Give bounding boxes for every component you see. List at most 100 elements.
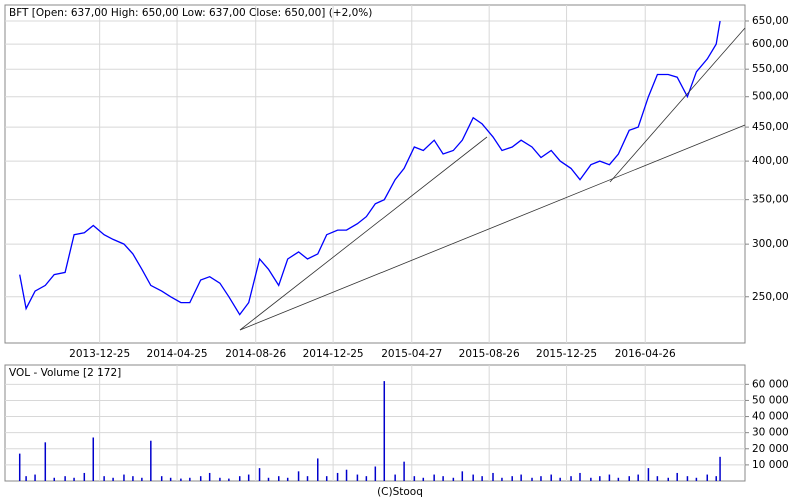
volume-bar <box>617 477 620 481</box>
volume-bar <box>394 474 396 481</box>
volume-bar <box>286 477 289 481</box>
volume-bar <box>189 477 191 481</box>
volume-bar <box>64 476 66 481</box>
volume-bar <box>306 476 309 481</box>
volume-bar <box>112 477 114 481</box>
volume-bar <box>73 477 75 481</box>
volume-bar <box>715 476 717 481</box>
volume-bar <box>44 442 47 481</box>
volume-bar <box>667 477 669 481</box>
volume-bar <box>719 456 721 481</box>
y-tick-label: 50 000 <box>752 394 789 406</box>
volume-bar <box>317 458 319 481</box>
y-tick-label: 300,00 <box>752 238 789 250</box>
y-tick-label: 500,00 <box>752 91 789 103</box>
volume-bar <box>579 472 581 481</box>
volume-bar <box>258 468 261 481</box>
volume-bar <box>550 474 552 481</box>
price-line <box>19 20 721 316</box>
volume-bar <box>452 477 455 481</box>
y-tick-label: 650,00 <box>752 15 789 27</box>
volume-bar <box>132 476 134 481</box>
x-tick-label: 2014-08-26 <box>225 348 286 360</box>
volume-bar <box>53 477 55 481</box>
volume-bar <box>461 471 464 481</box>
volume-bar <box>403 461 405 481</box>
y-tick-label: 30 000 <box>752 427 789 439</box>
volume-bar <box>336 472 339 481</box>
volume-bar <box>34 474 36 481</box>
volume-bar <box>637 474 639 481</box>
volume-bar <box>180 478 182 481</box>
trend-line <box>239 124 746 331</box>
volume-bar <box>18 453 21 481</box>
volume-bar <box>590 477 592 481</box>
volume-bar <box>247 474 250 481</box>
marks <box>18 20 721 481</box>
volume-bar <box>356 474 359 481</box>
y-tick-label: 450,00 <box>752 121 789 133</box>
volume-bar <box>695 477 698 481</box>
price-grid <box>5 5 745 343</box>
volume-bar <box>325 476 328 481</box>
volume-bar <box>520 474 522 481</box>
volume-bar <box>511 476 513 481</box>
volume-bar <box>365 476 368 481</box>
volume-bar <box>25 476 27 481</box>
price-panel <box>4 4 746 344</box>
volume-bar <box>686 476 689 481</box>
volume-bar <box>219 477 221 481</box>
x-tick-label: 2013-12-25 <box>69 348 130 360</box>
x-tick-label: 2015-12-25 <box>536 348 597 360</box>
y-tick-label: 10 000 <box>752 459 789 471</box>
volume-bar <box>169 477 172 481</box>
volume-bar <box>442 476 444 481</box>
volume-bar <box>608 474 611 481</box>
volume-bar <box>267 477 270 481</box>
volume-panel <box>4 364 746 482</box>
volume-bar <box>433 474 435 481</box>
volume-bar <box>199 476 202 481</box>
volume-bar <box>141 477 143 481</box>
volume-bar <box>628 476 630 481</box>
volume-bar <box>277 476 280 481</box>
y-tick-label: 40 000 <box>752 411 789 423</box>
x-tick-label: 2014-12-25 <box>303 348 364 360</box>
volume-bar <box>501 477 503 481</box>
volume-bar <box>228 478 230 481</box>
y-tick-label: 600,00 <box>752 38 789 50</box>
volume-bar <box>570 476 572 481</box>
volume-bar <box>103 476 105 481</box>
volume-bar <box>531 477 533 481</box>
volume-bar <box>472 474 474 481</box>
y-tick-label: 550,00 <box>752 63 789 75</box>
volume-bar <box>540 476 542 481</box>
volume-bar <box>656 476 659 481</box>
volume-bar <box>123 474 125 481</box>
y-tick-label: 250,00 <box>752 291 789 303</box>
y-tick-label: 400,00 <box>752 155 789 167</box>
volume-bar <box>83 472 86 481</box>
y-tick-label: 60 000 <box>752 378 789 390</box>
volume-bar <box>422 477 425 481</box>
volume-bar <box>374 466 377 481</box>
volume-bar <box>383 381 386 481</box>
volume-bar <box>238 476 241 481</box>
volume-bar <box>481 476 483 481</box>
volume-bar <box>345 469 348 481</box>
trend-line <box>609 27 746 183</box>
volume-bar <box>208 472 211 481</box>
y-tick-label: 20 000 <box>752 443 789 455</box>
x-tick-label: 2016-04-26 <box>615 348 676 360</box>
volume-grid <box>5 365 745 481</box>
footer: (C)Stooq <box>377 486 423 498</box>
volume-bar <box>492 472 494 481</box>
trend-line <box>239 136 488 331</box>
volume-bar <box>297 471 300 481</box>
volume-bar <box>706 474 709 481</box>
volume-title: VOL - Volume [2 172] <box>9 367 121 379</box>
volume-bar <box>92 437 95 481</box>
volume-bar <box>413 476 416 481</box>
volume-bar <box>599 476 601 481</box>
volume-bar <box>150 440 152 481</box>
